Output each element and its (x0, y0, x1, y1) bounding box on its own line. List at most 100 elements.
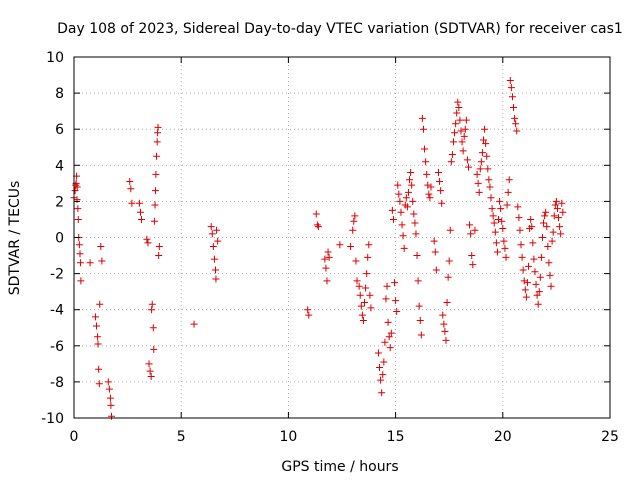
data-point (397, 208, 405, 216)
data-point (448, 150, 456, 158)
plot-frame (73, 56, 611, 419)
data-point (126, 178, 134, 186)
data-point (473, 170, 481, 178)
data-point (555, 214, 563, 222)
data-point (496, 197, 504, 205)
data-point (393, 308, 401, 316)
data-point (537, 253, 545, 261)
data-point (385, 333, 393, 341)
data-point (304, 306, 312, 314)
data-point (391, 279, 399, 287)
data-point (351, 212, 359, 220)
data-point (98, 257, 106, 265)
x-tick-label: 20 (494, 429, 512, 445)
data-point (462, 116, 470, 124)
data-point (548, 237, 556, 245)
data-point (400, 244, 408, 252)
data-point (143, 235, 151, 243)
data-point (381, 338, 389, 346)
data-point (442, 336, 450, 344)
data-point (551, 201, 559, 209)
data-point (438, 199, 446, 207)
data-point (72, 181, 80, 189)
data-point (148, 306, 156, 314)
data-point (419, 125, 427, 133)
data-point (468, 252, 476, 260)
data-point (380, 358, 388, 366)
data-point (150, 217, 158, 225)
data-point (150, 345, 158, 353)
data-point (347, 243, 355, 251)
data-point (190, 320, 198, 328)
data-point (558, 199, 566, 207)
data-point (108, 412, 116, 420)
data-point (305, 311, 313, 319)
data-point (361, 298, 369, 306)
data-point (471, 226, 479, 234)
data-point (146, 367, 154, 375)
y-tick-label: 4 (55, 158, 64, 174)
data-point (417, 331, 425, 339)
data-point (384, 318, 392, 326)
data-point (407, 169, 415, 177)
data-point (481, 125, 489, 133)
data-point (511, 114, 519, 122)
data-point (379, 371, 387, 379)
data-point (484, 165, 492, 173)
data-point (426, 194, 434, 202)
data-point (458, 138, 466, 146)
data-point (412, 230, 420, 238)
data-point (314, 223, 322, 231)
data-point (517, 241, 525, 249)
data-point (480, 136, 488, 144)
x-tick-label: 10 (279, 429, 297, 445)
data-point (154, 123, 162, 131)
data-point (144, 239, 152, 247)
data-point (76, 259, 84, 267)
data-point (532, 280, 540, 288)
data-point (356, 291, 364, 299)
data-point (424, 181, 432, 189)
data-point (499, 224, 507, 232)
data-point (208, 230, 216, 238)
y-tick-label: -8 (50, 375, 64, 391)
data-point (492, 239, 500, 247)
data-point (152, 170, 160, 178)
data-point (104, 378, 112, 386)
data-point (533, 291, 541, 299)
y-tick-label: -4 (50, 303, 64, 319)
data-point (441, 327, 449, 335)
data-point (553, 205, 561, 213)
data-point (214, 237, 222, 245)
data-point (495, 215, 503, 223)
data-point (71, 187, 79, 195)
data-point (490, 219, 498, 227)
data-point (353, 277, 361, 285)
data-point (518, 253, 526, 261)
data-point (149, 324, 157, 332)
data-point (469, 261, 477, 269)
x-tick-label: 15 (387, 429, 405, 445)
data-point (399, 232, 407, 240)
data-point (406, 176, 414, 184)
data-point (512, 120, 520, 128)
data-point (352, 257, 360, 265)
data-point (545, 259, 553, 267)
data-point (312, 210, 320, 218)
data-point (409, 197, 417, 205)
data-point (394, 181, 402, 189)
data-point (349, 226, 357, 234)
data-point (93, 322, 101, 330)
data-point (77, 277, 85, 285)
data-point (431, 248, 439, 256)
data-point (374, 349, 382, 357)
data-point (107, 401, 115, 409)
data-point (444, 273, 452, 281)
data-point (75, 241, 83, 249)
data-point (358, 311, 366, 319)
data-point (94, 340, 102, 348)
data-point (500, 237, 508, 245)
data-point (516, 226, 524, 234)
data-point (153, 138, 161, 146)
